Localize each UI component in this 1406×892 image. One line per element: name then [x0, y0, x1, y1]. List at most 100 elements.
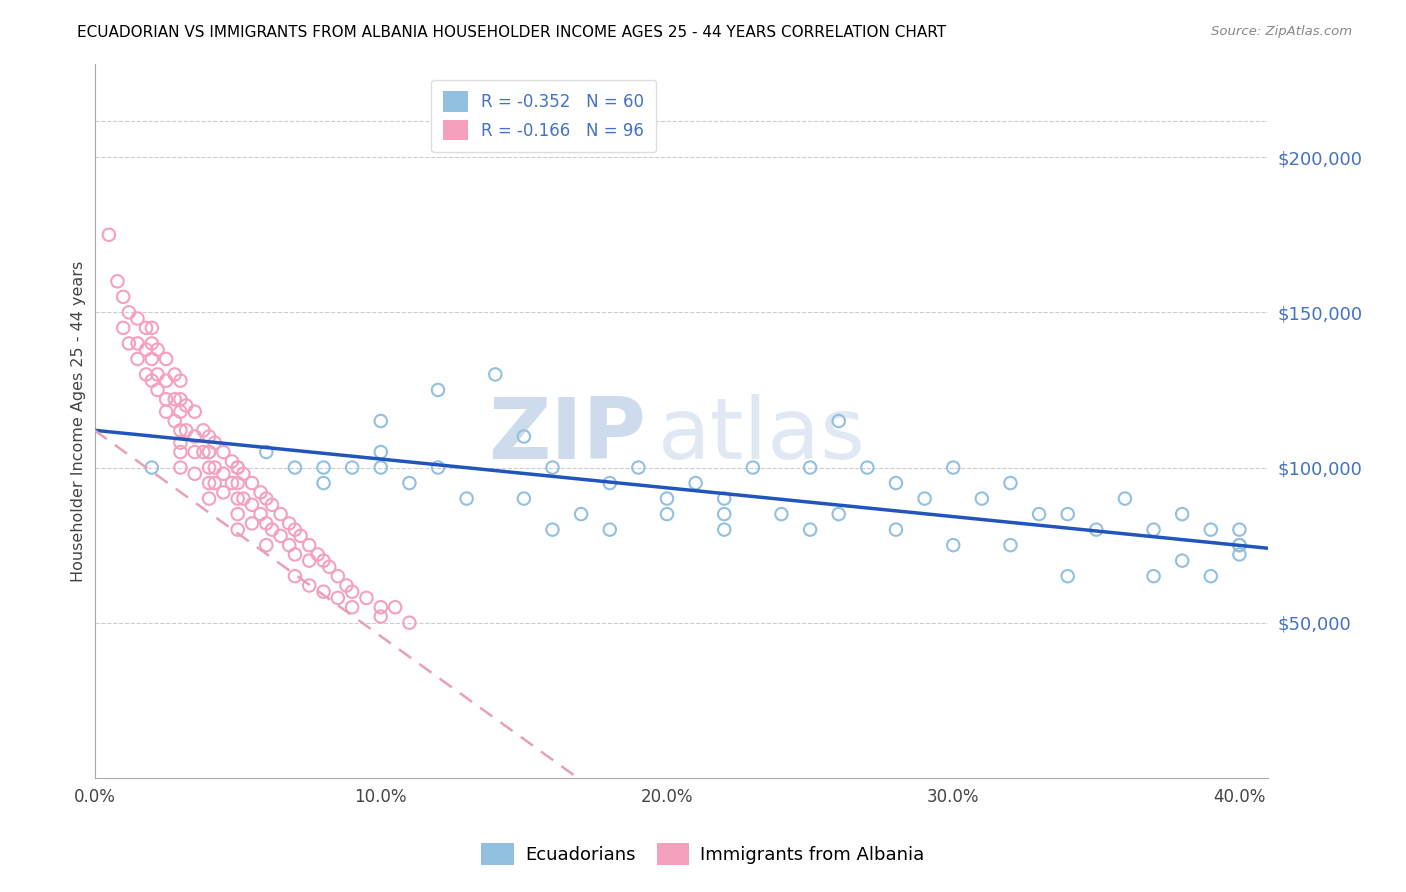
Point: [254, 491, 277, 506]
Point: [713, 491, 735, 506]
Point: [741, 460, 763, 475]
Point: [260, 523, 283, 537]
Point: [135, 343, 157, 357]
Point: [356, 591, 378, 605]
Point: [198, 491, 221, 506]
Point: [204, 476, 226, 491]
Point: [141, 336, 163, 351]
Point: [298, 554, 321, 568]
Legend: Ecuadorians, Immigrants from Albania: Ecuadorians, Immigrants from Albania: [474, 836, 932, 872]
Point: [240, 498, 263, 512]
Point: [254, 538, 277, 552]
Point: [569, 507, 592, 521]
Point: [141, 321, 163, 335]
Point: [163, 368, 186, 382]
Point: [155, 405, 177, 419]
Point: [135, 321, 157, 335]
Point: [112, 290, 135, 304]
Point: [112, 321, 135, 335]
Point: [627, 460, 650, 475]
Point: [1056, 569, 1078, 583]
Point: [198, 445, 221, 459]
Point: [513, 429, 536, 443]
Point: [713, 507, 735, 521]
Point: [174, 423, 197, 437]
Point: [221, 476, 243, 491]
Point: [163, 414, 186, 428]
Point: [284, 460, 307, 475]
Point: [254, 516, 277, 531]
Point: [270, 507, 292, 521]
Point: [127, 311, 149, 326]
Point: [541, 460, 564, 475]
Point: [146, 343, 169, 357]
Point: [212, 485, 235, 500]
Point: [1000, 476, 1022, 491]
Point: [155, 374, 177, 388]
Point: [141, 351, 163, 366]
Point: [204, 460, 226, 475]
Point: [1000, 538, 1022, 552]
Point: [240, 476, 263, 491]
Point: [204, 435, 226, 450]
Point: [1142, 569, 1164, 583]
Point: [713, 523, 735, 537]
Point: [141, 460, 163, 475]
Point: [970, 491, 993, 506]
Text: atlas: atlas: [658, 393, 866, 476]
Point: [770, 507, 793, 521]
Point: [221, 454, 243, 468]
Point: [163, 392, 186, 407]
Point: [370, 445, 392, 459]
Point: [398, 615, 420, 630]
Point: [169, 445, 191, 459]
Point: [513, 491, 536, 506]
Point: [226, 460, 249, 475]
Point: [169, 435, 191, 450]
Point: [456, 491, 478, 506]
Point: [169, 405, 191, 419]
Point: [312, 584, 335, 599]
Point: [118, 305, 141, 319]
Point: [226, 523, 249, 537]
Point: [685, 476, 707, 491]
Point: [198, 429, 221, 443]
Point: [169, 374, 191, 388]
Point: [541, 523, 564, 537]
Point: [193, 445, 215, 459]
Point: [1085, 523, 1108, 537]
Point: [1028, 507, 1050, 521]
Point: [270, 529, 292, 543]
Point: [254, 445, 277, 459]
Text: ECUADORIAN VS IMMIGRANTS FROM ALBANIA HOUSEHOLDER INCOME AGES 25 - 44 YEARS CORR: ECUADORIAN VS IMMIGRANTS FROM ALBANIA HO…: [77, 25, 946, 40]
Point: [655, 491, 678, 506]
Point: [226, 507, 249, 521]
Point: [312, 554, 335, 568]
Point: [942, 460, 965, 475]
Point: [312, 476, 335, 491]
Point: [1229, 523, 1251, 537]
Point: [298, 578, 321, 592]
Point: [1229, 548, 1251, 562]
Point: [127, 351, 149, 366]
Point: [212, 445, 235, 459]
Point: [799, 523, 821, 537]
Point: [135, 368, 157, 382]
Point: [370, 609, 392, 624]
Point: [298, 538, 321, 552]
Point: [1114, 491, 1136, 506]
Point: [1171, 554, 1194, 568]
Point: [370, 414, 392, 428]
Point: [326, 591, 349, 605]
Point: [249, 485, 271, 500]
Point: [212, 467, 235, 481]
Point: [1142, 523, 1164, 537]
Point: [484, 368, 506, 382]
Text: Source: ZipAtlas.com: Source: ZipAtlas.com: [1212, 25, 1353, 38]
Point: [599, 476, 621, 491]
Legend: R = -0.352   N = 60, R = -0.166   N = 96: R = -0.352 N = 60, R = -0.166 N = 96: [432, 79, 657, 152]
Point: [284, 548, 307, 562]
Point: [260, 498, 283, 512]
Point: [312, 460, 335, 475]
Point: [326, 569, 349, 583]
